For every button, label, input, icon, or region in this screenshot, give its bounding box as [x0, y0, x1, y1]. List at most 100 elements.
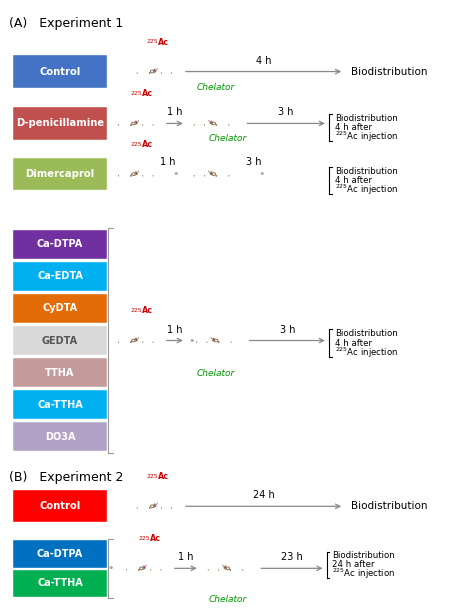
Ellipse shape: [155, 506, 156, 507]
Ellipse shape: [210, 173, 212, 175]
Text: Biodistribution: Biodistribution: [335, 167, 398, 176]
Ellipse shape: [155, 71, 156, 72]
Ellipse shape: [135, 339, 137, 341]
Text: 225: 225: [130, 91, 142, 96]
Text: Biodistribution: Biodistribution: [351, 66, 427, 77]
Text: CyDTA: CyDTA: [43, 303, 78, 314]
Ellipse shape: [210, 122, 212, 124]
Text: Ca-EDTA: Ca-EDTA: [37, 272, 83, 281]
FancyBboxPatch shape: [13, 294, 107, 323]
Text: Chelator: Chelator: [197, 83, 235, 93]
FancyBboxPatch shape: [13, 357, 107, 387]
Text: Ca-TTHA: Ca-TTHA: [37, 400, 83, 410]
Circle shape: [136, 172, 137, 173]
Circle shape: [211, 121, 212, 122]
FancyBboxPatch shape: [13, 390, 107, 420]
Text: •: •: [107, 563, 114, 573]
Text: 3 h: 3 h: [246, 157, 262, 167]
Ellipse shape: [226, 567, 229, 569]
Text: Dimercaprol: Dimercaprol: [26, 169, 95, 179]
Text: $^{225}$Ac injection: $^{225}$Ac injection: [335, 345, 398, 360]
Text: 1 h: 1 h: [160, 157, 176, 167]
Ellipse shape: [225, 567, 227, 569]
Circle shape: [154, 69, 155, 71]
Text: (B)   Experiment 2: (B) Experiment 2: [9, 471, 123, 484]
FancyBboxPatch shape: [13, 422, 107, 451]
Ellipse shape: [212, 173, 216, 175]
Ellipse shape: [224, 568, 225, 569]
Text: DO3A: DO3A: [45, 432, 75, 442]
Text: 4 h: 4 h: [256, 55, 271, 66]
Text: $^{225}$Ac injection: $^{225}$Ac injection: [335, 183, 398, 197]
Text: 4 h after: 4 h after: [335, 123, 372, 132]
Ellipse shape: [132, 122, 136, 125]
Text: 24 h: 24 h: [253, 490, 274, 501]
FancyBboxPatch shape: [13, 569, 107, 597]
Text: Control: Control: [39, 501, 81, 512]
Text: Ca-DTPA: Ca-DTPA: [37, 239, 83, 250]
Text: 225: 225: [130, 308, 142, 313]
Text: Biodistribution: Biodistribution: [332, 552, 395, 560]
Text: Ac: Ac: [142, 90, 153, 99]
Circle shape: [136, 121, 137, 122]
FancyBboxPatch shape: [13, 262, 107, 291]
Ellipse shape: [213, 339, 215, 341]
Text: Ac: Ac: [150, 534, 161, 543]
Text: $^{225}$Ac injection: $^{225}$Ac injection: [332, 566, 396, 581]
Text: •: •: [258, 169, 264, 179]
Text: GEDTA: GEDTA: [42, 336, 78, 345]
Text: D-penicillamine: D-penicillamine: [16, 118, 104, 128]
Text: Ac: Ac: [142, 140, 153, 149]
Text: 225: 225: [130, 142, 142, 147]
Text: Ac: Ac: [158, 38, 169, 46]
Ellipse shape: [212, 122, 216, 125]
Ellipse shape: [135, 173, 137, 175]
Text: Biodistribution: Biodistribution: [335, 329, 398, 339]
Ellipse shape: [210, 123, 211, 124]
Text: 225: 225: [146, 39, 158, 44]
Circle shape: [136, 338, 137, 339]
Text: Control: Control: [39, 66, 81, 77]
Text: Ca-DTPA: Ca-DTPA: [37, 549, 83, 559]
Circle shape: [213, 338, 214, 339]
Text: •: •: [189, 336, 195, 345]
FancyBboxPatch shape: [13, 55, 107, 88]
Ellipse shape: [135, 122, 137, 124]
Ellipse shape: [154, 70, 155, 72]
Text: 3 h: 3 h: [280, 325, 295, 334]
Text: Chelator: Chelator: [197, 369, 235, 378]
FancyBboxPatch shape: [13, 540, 107, 568]
Ellipse shape: [214, 339, 218, 342]
Text: Chelator: Chelator: [209, 134, 247, 143]
Ellipse shape: [132, 339, 136, 342]
Text: 1 h: 1 h: [167, 325, 182, 334]
Text: •: •: [172, 169, 179, 179]
Text: 3 h: 3 h: [278, 107, 294, 118]
Ellipse shape: [140, 567, 143, 569]
Text: Biodistribution: Biodistribution: [351, 501, 427, 512]
FancyBboxPatch shape: [13, 326, 107, 355]
Circle shape: [154, 504, 155, 505]
Text: 24 h after: 24 h after: [332, 560, 375, 569]
Text: $^{225}$Ac injection: $^{225}$Ac injection: [335, 130, 398, 144]
Text: Biodistribution: Biodistribution: [335, 114, 398, 123]
Ellipse shape: [132, 173, 136, 175]
FancyBboxPatch shape: [13, 107, 107, 139]
FancyBboxPatch shape: [13, 490, 107, 523]
Text: Ca-TTHA: Ca-TTHA: [37, 578, 83, 588]
Circle shape: [143, 566, 145, 568]
Text: 4 h after: 4 h after: [335, 176, 372, 185]
Ellipse shape: [150, 70, 154, 73]
Circle shape: [225, 566, 226, 568]
Text: 225: 225: [146, 474, 158, 479]
Ellipse shape: [150, 505, 154, 508]
Text: Ac: Ac: [142, 306, 153, 315]
Text: TTHA: TTHA: [46, 368, 75, 378]
Circle shape: [211, 172, 212, 173]
Text: 1 h: 1 h: [178, 552, 193, 562]
Text: Chelator: Chelator: [209, 594, 247, 604]
Text: Ac: Ac: [158, 472, 169, 481]
Text: (A)   Experiment 1: (A) Experiment 1: [9, 17, 123, 30]
FancyBboxPatch shape: [13, 230, 107, 259]
Text: 225: 225: [138, 536, 150, 541]
